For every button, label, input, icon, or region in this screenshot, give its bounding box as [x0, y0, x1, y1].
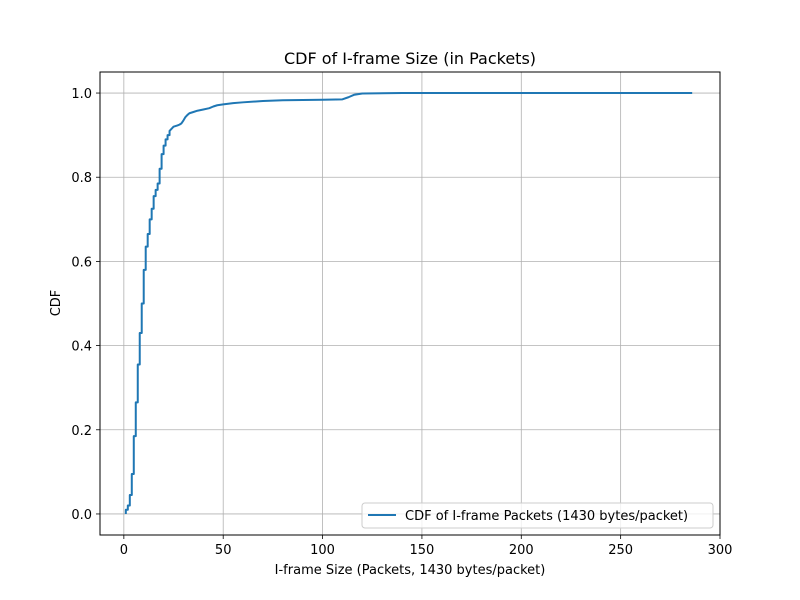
y-tick-label: 0.8: [71, 171, 92, 186]
y-axis-label: CDF: [49, 290, 64, 317]
x-tick-label: 50: [215, 543, 232, 558]
legend-box: [361, 502, 714, 529]
x-tick-label: 150: [410, 543, 435, 558]
line-layer: [124, 92, 693, 514]
y-tick-label: 0.0: [71, 508, 92, 523]
legend: CDF of I-frame Packets (1430 bytes/packe…: [361, 502, 714, 529]
x-tick-label: 0: [120, 543, 128, 558]
series-line-cdf: [124, 92, 693, 514]
y-tick-label: 0.2: [71, 424, 92, 439]
tick-layer: 0 50 100 150 200 250 300 0.0 0.2 0.4 0.6 0.8 1.0: [71, 87, 732, 558]
x-axis-label: I-frame Size (Packets, 1430 bytes/packet…: [275, 563, 546, 578]
x-tick-label: 200: [509, 543, 534, 558]
x-tick-label: 250: [608, 543, 633, 558]
grid-layer: [100, 72, 721, 535]
x-tick-label: 300: [708, 543, 733, 558]
x-tick-label: 100: [310, 543, 335, 558]
chart-title: CDF of I-frame Size (in Packets): [284, 49, 536, 68]
y-tick-label: 0.6: [71, 255, 92, 270]
legend-label: CDF of I-frame Packets (1430 bytes/packe…: [405, 509, 688, 524]
y-tick-label: 1.0: [71, 87, 92, 102]
y-tick-label: 0.4: [71, 340, 92, 355]
plot-frame: [99, 71, 721, 536]
